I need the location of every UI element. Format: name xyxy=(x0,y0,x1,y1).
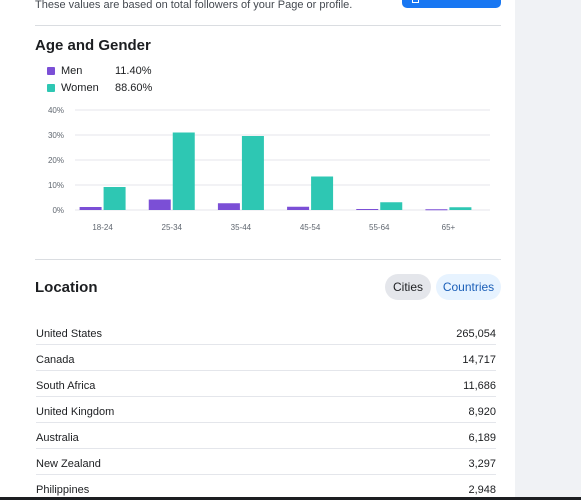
women-bar xyxy=(380,202,403,210)
divider xyxy=(35,25,501,26)
y-tick-label: 10% xyxy=(48,181,64,190)
row-divider xyxy=(36,448,496,449)
x-tick-label: 55-64 xyxy=(369,223,390,232)
age-gender-chart: 0% 10% 20% 30% 40% 18-24 25-34 35-44 45-54 55-64 6… xyxy=(48,106,490,232)
country-name: United Kingdom xyxy=(36,406,115,418)
x-tick-label: 45-54 xyxy=(300,223,321,232)
men-bar xyxy=(148,199,171,210)
follower-count: 6,189 xyxy=(468,432,496,444)
women-swatch xyxy=(47,84,55,92)
location-title: Location xyxy=(35,279,98,296)
x-tick-label: 65+ xyxy=(442,223,456,232)
x-tick-label: 25-34 xyxy=(162,223,183,232)
y-tick-label: 20% xyxy=(48,156,64,165)
y-tick-label: 0% xyxy=(52,206,64,215)
follower-count: 2,948 xyxy=(468,484,496,496)
country-name: Philippines xyxy=(36,484,90,496)
cities-toggle[interactable]: Cities xyxy=(385,274,431,300)
men-bar xyxy=(287,206,310,210)
location-row: New Zealand 3,297 xyxy=(36,458,496,484)
export-button[interactable] xyxy=(402,0,501,8)
follower-count: 265,054 xyxy=(456,328,496,340)
country-name: South Africa xyxy=(36,380,96,392)
followers-note: These values are based on total follower… xyxy=(35,0,353,11)
follower-count: 14,717 xyxy=(462,354,496,366)
page-background xyxy=(515,0,581,500)
legend-women-percent: 88.60% xyxy=(115,82,153,94)
men-bar xyxy=(425,209,448,211)
country-name: New Zealand xyxy=(36,458,101,470)
y-tick-label: 40% xyxy=(48,106,64,115)
country-name: United States xyxy=(36,328,103,340)
row-divider xyxy=(36,422,496,423)
women-bar xyxy=(449,207,472,210)
countries-toggle[interactable]: Countries xyxy=(436,274,501,300)
men-bar xyxy=(356,209,379,210)
row-divider xyxy=(36,370,496,371)
women-bar xyxy=(172,132,195,210)
download-icon xyxy=(412,0,419,3)
row-divider xyxy=(36,474,496,475)
x-tick-label: 35-44 xyxy=(231,223,252,232)
women-bar xyxy=(311,176,334,210)
men-bar xyxy=(217,203,240,210)
location-row: South Africa 11,686 xyxy=(36,380,496,406)
follower-count: 11,686 xyxy=(463,380,496,392)
audience-card: These values are based on total follower… xyxy=(0,0,515,500)
location-row: United States 265,054 xyxy=(36,328,496,354)
location-row: Australia 6,189 xyxy=(36,432,496,458)
location-row: Canada 14,717 xyxy=(36,354,496,380)
x-tick-label: 18-24 xyxy=(92,223,113,232)
country-name: Canada xyxy=(36,354,75,366)
legend-women-label: Women xyxy=(61,82,99,94)
age-gender-title: Age and Gender xyxy=(35,37,151,54)
divider xyxy=(35,259,501,260)
follower-count: 8,920 xyxy=(468,406,496,418)
window-edge xyxy=(0,497,581,500)
y-tick-label: 30% xyxy=(48,131,64,140)
men-bar xyxy=(79,207,102,210)
location-row: Philippines 2,948 xyxy=(36,484,496,500)
women-bar xyxy=(103,187,126,210)
country-name: Australia xyxy=(36,432,79,444)
row-divider xyxy=(36,396,496,397)
location-row: United Kingdom 8,920 xyxy=(36,406,496,432)
men-swatch xyxy=(47,67,55,75)
legend-men-percent: 11.40% xyxy=(115,65,152,77)
women-bar xyxy=(241,136,264,210)
follower-count: 3,297 xyxy=(468,458,496,470)
row-divider xyxy=(36,344,496,345)
legend-men-label: Men xyxy=(61,65,83,77)
